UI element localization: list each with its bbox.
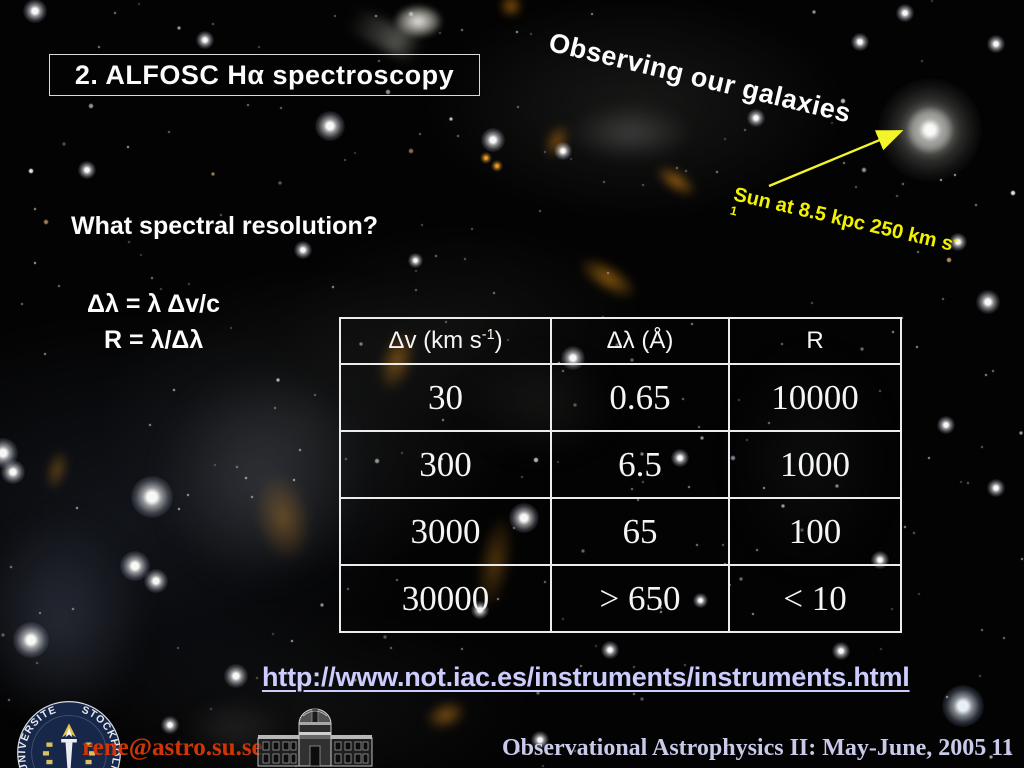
formula-block: Δλ = λ Δv/c R = λ/Δλ [87,286,220,358]
table-cell: 3000 [339,497,552,566]
table-row: 30 0.65 10000 [339,363,902,432]
instruments-hyperlink[interactable]: http://www.not.iac.es/instruments/instru… [262,662,910,692]
table-row: 3000 65 100 [339,497,902,566]
observatory-building-drawing [257,708,373,767]
table-cell: 300 [339,430,552,499]
table-cell: 65 [550,497,730,566]
table-header-cell: R [728,317,902,365]
table-cell: 6.5 [550,430,730,499]
stockholm-university-seal: UNIVERSITET STOCKHOLMS [11,699,121,768]
table-cell: > 650 [550,564,730,633]
table-header-row: Δv (km s-1) Δλ (Å) R [339,317,902,365]
email-address: rene@astro.su.se [82,734,263,761]
table-cell: 1000 [728,430,902,499]
slide-title-box: 2. ALFOSC Hα spectroscopy [49,54,480,96]
table-header-cell: Δλ (Å) [550,317,730,365]
resolution-table: Δv (km s-1) Δλ (Å) R 30 0.65 10000 300 6… [339,317,902,633]
table-cell: 100 [728,497,902,566]
table-row: 30000 > 650 < 10 [339,564,902,633]
table-cell: 30 [339,363,552,432]
table-cell: 0.65 [550,363,730,432]
table-row: 300 6.5 1000 [339,430,902,499]
table-cell: 10000 [728,363,902,432]
formula-line-2: R = λ/Δλ [104,326,204,354]
footer-course-title: Observational Astrophysics II: May-June,… [502,735,987,761]
sun-label-sup-one: 1 [728,203,739,219]
table-cell: < 10 [728,564,902,633]
table-header-cell: Δv (km s-1) [339,317,552,365]
table-cell: 30000 [339,564,552,633]
torch-emblem [42,723,96,768]
page-number: 11 [991,735,1014,761]
slide-title: 2. ALFOSC Hα spectroscopy [74,60,455,90]
question-heading: What spectral resolution? [71,212,378,240]
formula-line-1: Δλ = λ Δv/c [87,290,221,318]
